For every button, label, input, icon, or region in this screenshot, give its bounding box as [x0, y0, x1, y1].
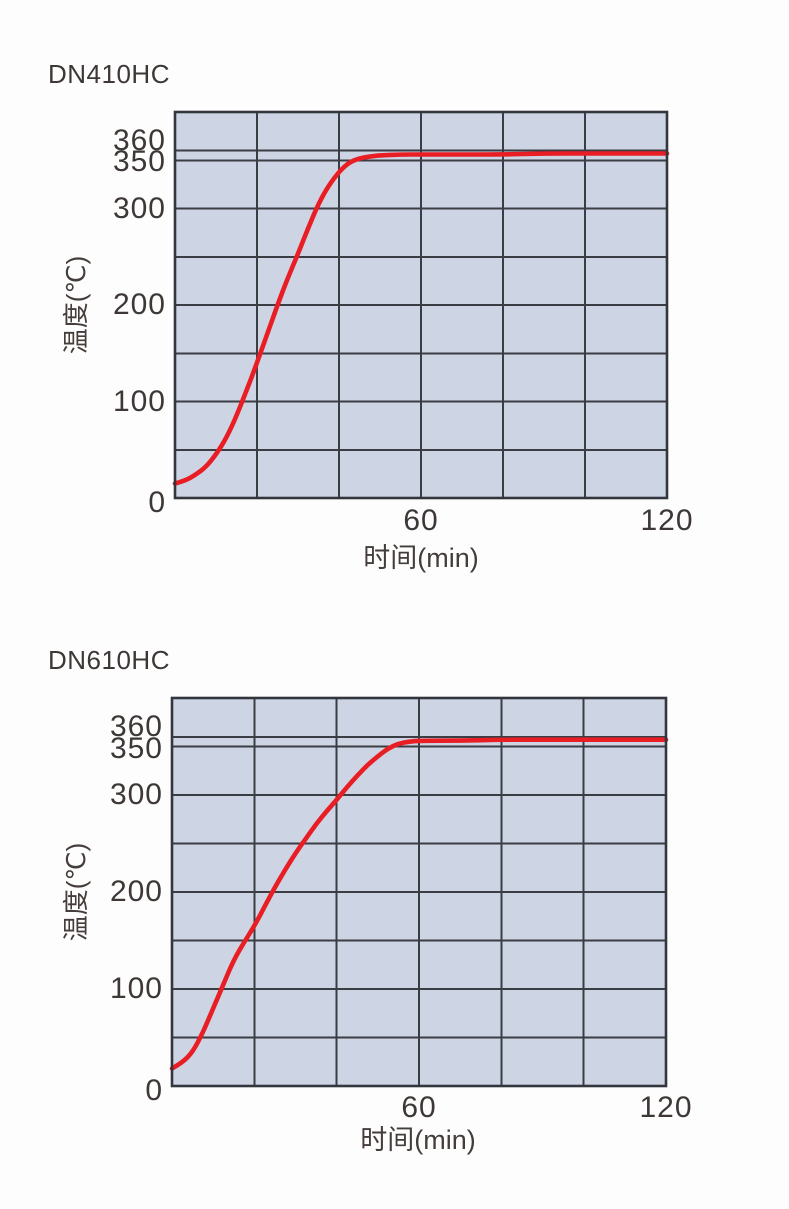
plot-area: [172, 110, 670, 500]
y-tick-label: 100: [112, 384, 166, 418]
plot-border: [173, 110, 669, 500]
chart-title: DN410HC: [48, 59, 170, 89]
plot-area: [169, 696, 669, 1088]
chart-title: DN610HC: [48, 645, 170, 675]
x-axis-title: 时间(min): [363, 543, 479, 573]
x-tick-label: 60: [401, 1091, 437, 1124]
y-tick-label: 0: [148, 486, 166, 519]
y-tick-label: 300: [109, 778, 163, 811]
y-tick-label: 0: [145, 1074, 163, 1107]
plot-border: [170, 696, 668, 1088]
temperature-curve: [169, 737, 669, 1071]
plot-svg: [172, 110, 670, 500]
y-tick-label: 350: [112, 145, 166, 179]
plot-svg: [169, 696, 669, 1088]
y-tick-label: 200: [109, 875, 163, 908]
x-tick-label: 60: [403, 504, 439, 537]
temperature-curve: [172, 151, 670, 486]
y-tick-label: 200: [112, 288, 166, 321]
y-tick-label: 360: [109, 709, 163, 743]
y-tick-label: 300: [112, 191, 166, 225]
y-tick-label: 350: [109, 731, 163, 765]
y-tick-label: 100: [109, 972, 163, 1005]
x-tick-label: 120: [640, 504, 694, 537]
y-tick-label: 360: [112, 123, 166, 157]
x-axis-title: 时间(min): [360, 1125, 476, 1155]
x-tick-label: 120: [639, 1091, 693, 1124]
